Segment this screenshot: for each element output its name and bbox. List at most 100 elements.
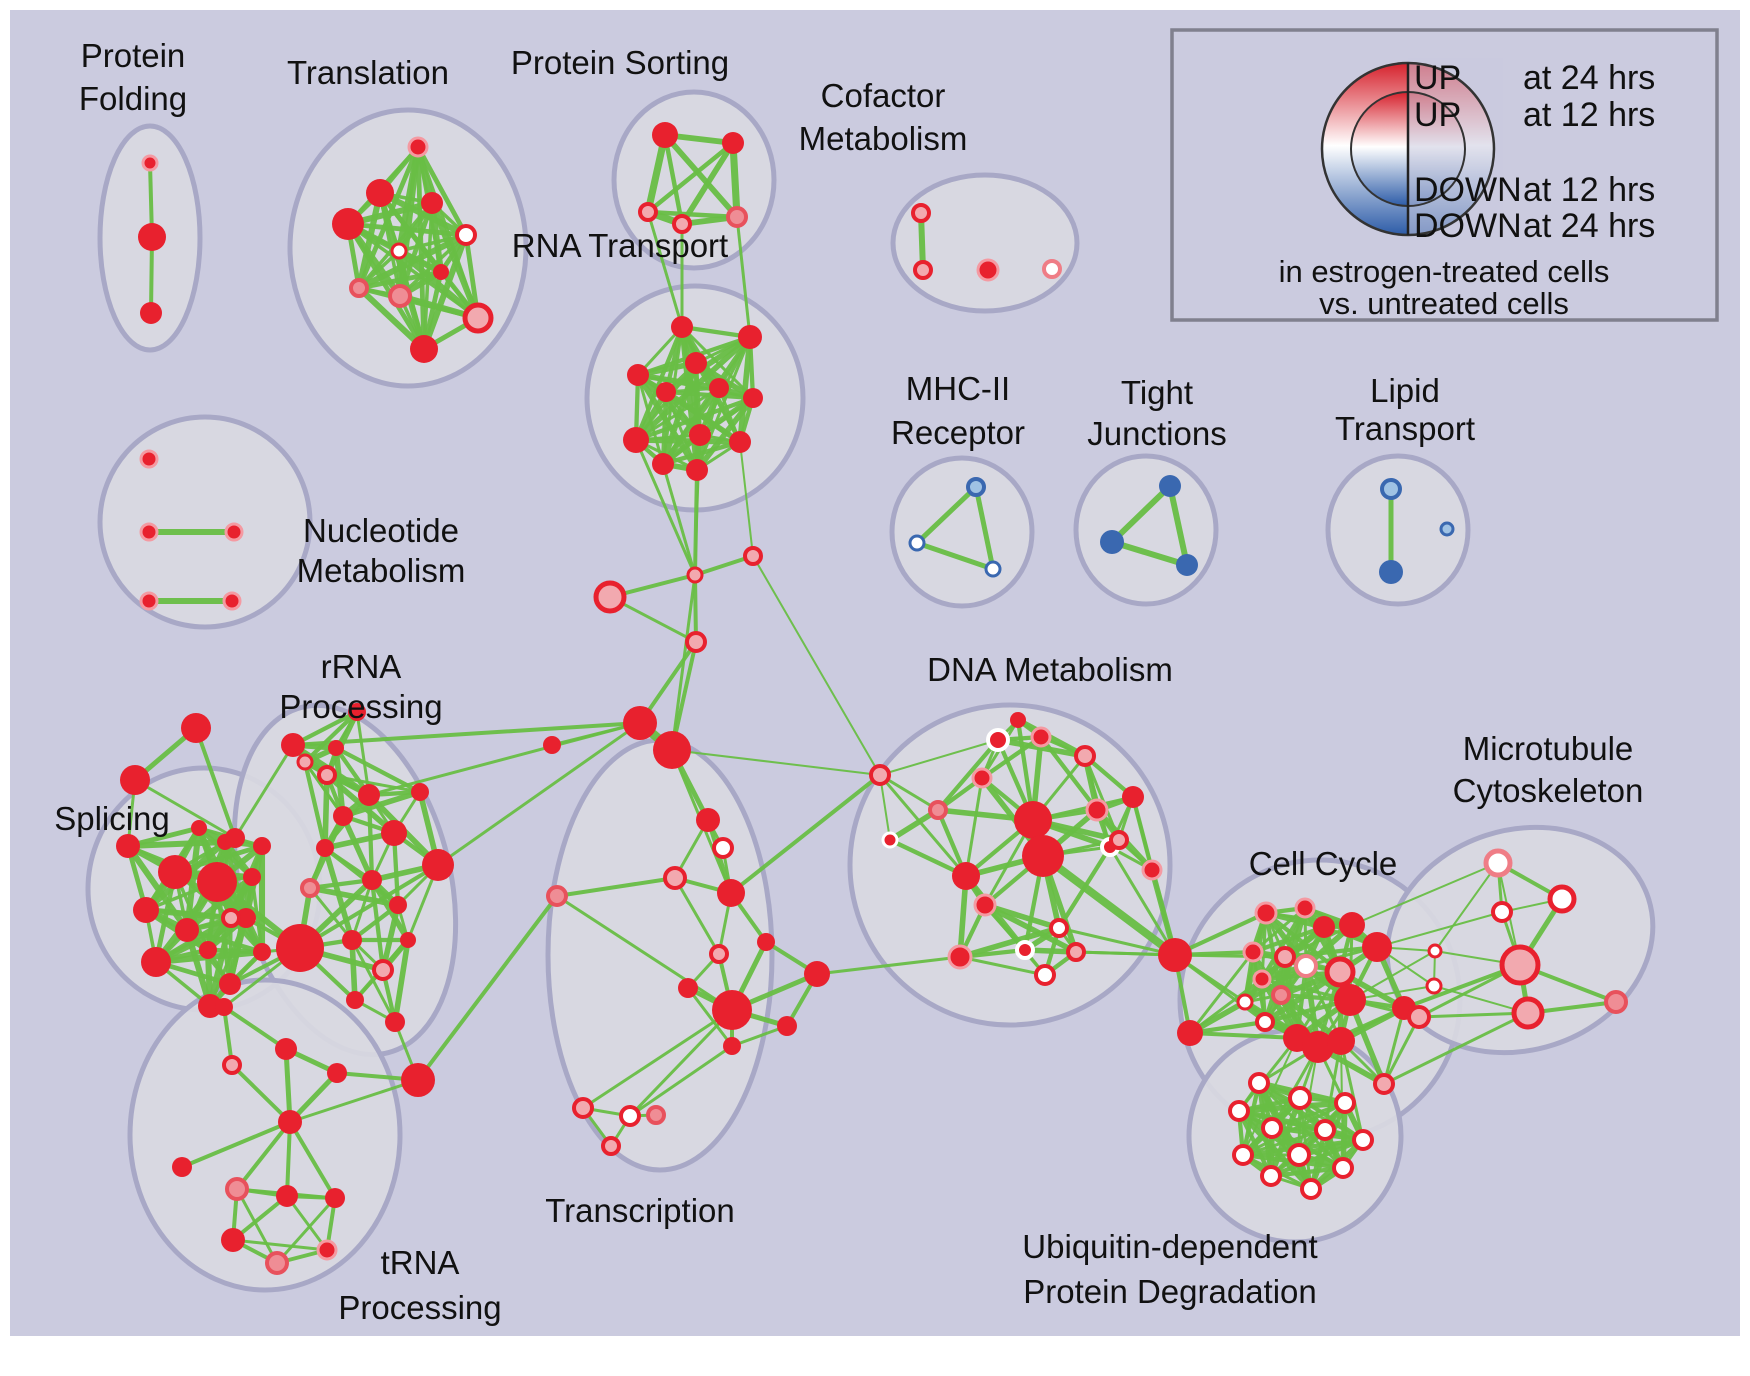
gene-node-rt-10 bbox=[729, 431, 751, 453]
gene-node-cc-0 bbox=[1254, 901, 1278, 925]
edge bbox=[291, 721, 642, 747]
edge bbox=[735, 215, 752, 339]
gene-node-tj-0 bbox=[1159, 475, 1181, 497]
edge bbox=[194, 726, 237, 840]
cluster-label-sp: Splicing bbox=[54, 800, 170, 837]
edge bbox=[737, 334, 753, 445]
gene-node-rt-7 bbox=[623, 427, 649, 453]
gene-node-ub-6 bbox=[1352, 1129, 1374, 1151]
gene-node-ps-4 bbox=[726, 206, 748, 228]
gene-node-pf-0 bbox=[141, 154, 159, 172]
edge bbox=[230, 1063, 292, 1124]
gene-node-rr-15 bbox=[400, 932, 416, 948]
edge bbox=[308, 886, 354, 942]
edge bbox=[739, 441, 754, 557]
edge bbox=[1434, 862, 1499, 952]
gene-node-cc-7 bbox=[1324, 956, 1356, 988]
gene-node-cc-1 bbox=[1294, 897, 1316, 919]
edge bbox=[133, 778, 237, 840]
cluster-ellipse-mhc bbox=[889, 455, 1035, 609]
edge bbox=[285, 1194, 329, 1252]
gene-node-dm-6 bbox=[1085, 798, 1109, 822]
gene-node-ts-4 bbox=[717, 879, 745, 907]
edge bbox=[628, 1008, 734, 1118]
edge bbox=[290, 709, 360, 748]
gene-node-trn-4 bbox=[278, 1110, 302, 1134]
cluster-label-pf: Protein bbox=[81, 37, 186, 74]
edge bbox=[1241, 1128, 1327, 1157]
gene-node-tr-5 bbox=[390, 242, 408, 260]
gene-node-cc-6 bbox=[1274, 946, 1296, 968]
cluster-label-ub: Protein Degradation bbox=[1023, 1273, 1317, 1310]
gene-node-mt-8 bbox=[1407, 1005, 1431, 1029]
edge bbox=[322, 772, 330, 851]
gene-node-sp-7 bbox=[236, 908, 256, 928]
gene-node-lt-1 bbox=[1379, 560, 1403, 584]
edge bbox=[345, 221, 427, 352]
cluster-label-mt: Cytoskeleton bbox=[1453, 772, 1644, 809]
gene-node-tr-3 bbox=[332, 208, 364, 240]
gene-node-ts-10 bbox=[777, 1016, 797, 1036]
edge bbox=[124, 842, 191, 934]
edge bbox=[1057, 926, 1177, 957]
edge bbox=[634, 438, 697, 577]
edge bbox=[634, 386, 721, 442]
edge bbox=[325, 773, 422, 794]
edge bbox=[679, 140, 736, 227]
edge bbox=[1109, 539, 1190, 568]
gene-node-dm-18 bbox=[1010, 712, 1026, 728]
edge bbox=[367, 721, 642, 797]
gene-node-trn-8 bbox=[325, 1188, 345, 1208]
edge bbox=[1323, 1039, 1343, 1132]
gene-node-pf-2 bbox=[140, 302, 162, 324]
cluster-label-lt: Lipid bbox=[1370, 372, 1440, 409]
gene-node-rr-14 bbox=[372, 959, 394, 981]
edge bbox=[233, 743, 295, 840]
legend-dial-icon bbox=[1320, 58, 1503, 240]
edge bbox=[680, 325, 755, 400]
edge bbox=[1382, 1015, 1421, 1086]
edge bbox=[1188, 1031, 1299, 1040]
gene-node-rt-3 bbox=[627, 364, 649, 386]
gene-node-rr-0 bbox=[281, 733, 305, 757]
gene-node-ub-5 bbox=[1314, 1119, 1336, 1141]
gene-node-lt-2 bbox=[1439, 521, 1455, 537]
edge bbox=[180, 1120, 292, 1169]
gene-node-hub-0 bbox=[686, 566, 704, 584]
gene-node-mt-1 bbox=[1547, 884, 1577, 914]
edge bbox=[957, 925, 1062, 960]
edge bbox=[729, 773, 882, 895]
gene-node-rr-3 bbox=[296, 753, 314, 771]
gene-node-rr-17 bbox=[385, 1012, 405, 1032]
gene-node-cc-12 bbox=[1334, 984, 1366, 1016]
gene-node-cc-11 bbox=[1236, 993, 1254, 1011]
network-layer: Protein Folding Translation Protein Sorting… bbox=[54, 37, 1656, 1326]
gene-node-mt-6 bbox=[1511, 996, 1545, 1030]
edge bbox=[878, 773, 968, 878]
cluster-label-mhc: MHC-II bbox=[906, 370, 1010, 407]
gene-node-cc-5 bbox=[1242, 941, 1264, 963]
gene-node-rt-9 bbox=[652, 453, 674, 475]
gene-node-ts-8 bbox=[712, 990, 752, 1030]
gene-node-hub-2 bbox=[593, 580, 627, 614]
cluster-label-tr: Translation bbox=[287, 54, 449, 91]
edge bbox=[645, 140, 736, 215]
edge bbox=[1237, 1036, 1299, 1113]
gene-node-dm-0 bbox=[986, 728, 1010, 752]
gene-node-sp-12 bbox=[219, 973, 241, 995]
gene-node-tr-6 bbox=[433, 264, 449, 280]
edge bbox=[958, 955, 1047, 977]
edge bbox=[635, 372, 700, 473]
edge bbox=[1382, 1011, 1530, 1086]
cluster-label-mhc: Receptor bbox=[891, 414, 1025, 451]
gene-node-tr-10 bbox=[410, 335, 438, 363]
gene-node-rr-10 bbox=[401, 1063, 435, 1097]
edge bbox=[1173, 953, 1267, 1024]
gene-node-hub-8 bbox=[181, 713, 211, 743]
edge bbox=[693, 573, 698, 644]
gene-node-mt-0 bbox=[1483, 848, 1513, 878]
gene-node-tj-1 bbox=[1100, 530, 1124, 554]
gene-node-rr-7 bbox=[381, 820, 407, 846]
gene-node-dm-7 bbox=[1014, 801, 1052, 839]
edge bbox=[1376, 911, 1503, 948]
